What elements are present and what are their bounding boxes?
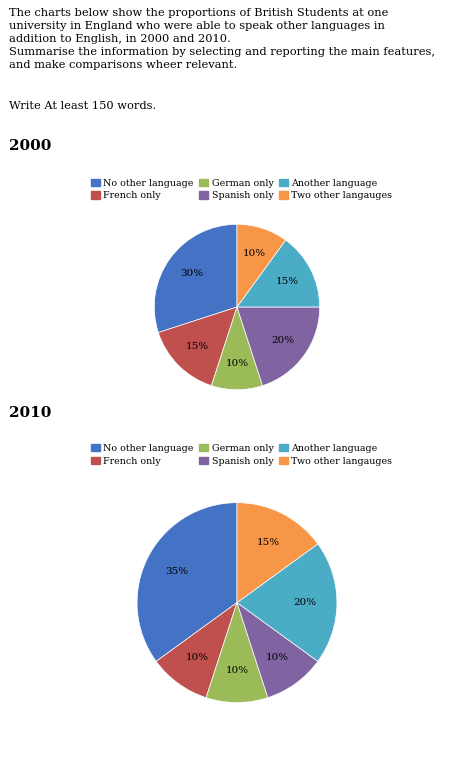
Wedge shape — [237, 544, 337, 661]
Wedge shape — [158, 307, 237, 386]
Text: 20%: 20% — [271, 336, 294, 345]
Text: 10%: 10% — [243, 249, 266, 258]
Text: 20%: 20% — [293, 598, 317, 607]
Text: 10%: 10% — [226, 359, 248, 368]
Text: 10%: 10% — [185, 653, 209, 662]
Text: 2010: 2010 — [9, 406, 52, 420]
Wedge shape — [237, 603, 318, 697]
Wedge shape — [137, 503, 237, 661]
Legend: No other language, French only, German only, Spanish only, Another language, Two: No other language, French only, German o… — [91, 444, 392, 465]
Text: Write At least 150 words.: Write At least 150 words. — [9, 101, 157, 111]
Wedge shape — [211, 307, 263, 390]
Text: 15%: 15% — [186, 343, 209, 351]
Text: 35%: 35% — [165, 567, 188, 576]
Text: 10%: 10% — [265, 653, 289, 662]
Text: 2000: 2000 — [9, 139, 52, 153]
Wedge shape — [237, 503, 318, 603]
Wedge shape — [237, 240, 319, 307]
Wedge shape — [206, 603, 268, 703]
Text: 15%: 15% — [256, 537, 279, 547]
Legend: No other language, French only, German only, Spanish only, Another language, Two: No other language, French only, German o… — [91, 179, 392, 200]
Wedge shape — [237, 224, 286, 307]
Wedge shape — [156, 603, 237, 697]
Text: 15%: 15% — [275, 277, 299, 286]
Wedge shape — [237, 307, 319, 386]
Wedge shape — [155, 224, 237, 333]
Text: 30%: 30% — [180, 269, 203, 278]
Text: The charts below show the proportions of British Students at one
university in E: The charts below show the proportions of… — [9, 8, 436, 70]
Text: 10%: 10% — [226, 666, 248, 675]
